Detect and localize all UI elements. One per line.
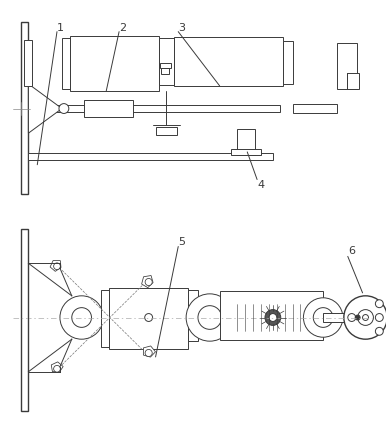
Bar	[70, 37, 159, 92]
Text: 5: 5	[179, 236, 186, 246]
Bar	[28, 105, 280, 113]
Circle shape	[265, 310, 281, 326]
Circle shape	[348, 314, 356, 322]
Bar	[102, 290, 109, 347]
Circle shape	[344, 296, 387, 339]
Bar	[21, 23, 28, 195]
Circle shape	[303, 298, 343, 338]
Bar	[188, 290, 198, 341]
Polygon shape	[51, 362, 63, 372]
Bar	[347, 74, 359, 89]
Text: 1: 1	[56, 23, 63, 33]
Circle shape	[145, 314, 152, 322]
Circle shape	[269, 314, 277, 322]
Bar	[21, 229, 28, 411]
Bar	[283, 41, 293, 85]
Bar	[323, 313, 363, 322]
Bar	[161, 69, 169, 75]
Circle shape	[60, 296, 103, 339]
Bar	[109, 288, 188, 349]
Circle shape	[375, 328, 383, 335]
Bar	[159, 38, 174, 86]
Circle shape	[145, 350, 152, 357]
Circle shape	[363, 315, 368, 321]
Text: 3: 3	[179, 23, 186, 33]
Bar	[293, 104, 337, 114]
Bar	[84, 101, 133, 118]
Circle shape	[198, 306, 222, 329]
Circle shape	[357, 310, 373, 326]
Bar	[159, 64, 171, 69]
Circle shape	[313, 308, 333, 328]
Polygon shape	[144, 346, 156, 357]
Text: 4: 4	[258, 180, 265, 190]
Polygon shape	[28, 85, 62, 134]
Circle shape	[186, 294, 233, 341]
Circle shape	[72, 308, 91, 328]
Bar	[237, 130, 255, 156]
Text: 2: 2	[119, 23, 126, 33]
Circle shape	[355, 315, 360, 320]
Polygon shape	[50, 261, 61, 272]
Circle shape	[59, 104, 69, 114]
Bar	[337, 44, 357, 89]
Bar	[28, 154, 273, 160]
Bar	[25, 40, 32, 87]
Circle shape	[145, 279, 152, 286]
Bar	[220, 291, 323, 341]
Bar	[174, 37, 283, 87]
Polygon shape	[142, 276, 153, 288]
Bar	[156, 128, 177, 136]
Circle shape	[375, 300, 383, 308]
Circle shape	[375, 314, 383, 322]
Bar	[231, 150, 261, 156]
Circle shape	[54, 263, 60, 270]
Text: 6: 6	[348, 246, 355, 256]
Bar	[62, 38, 70, 89]
Circle shape	[54, 366, 60, 372]
